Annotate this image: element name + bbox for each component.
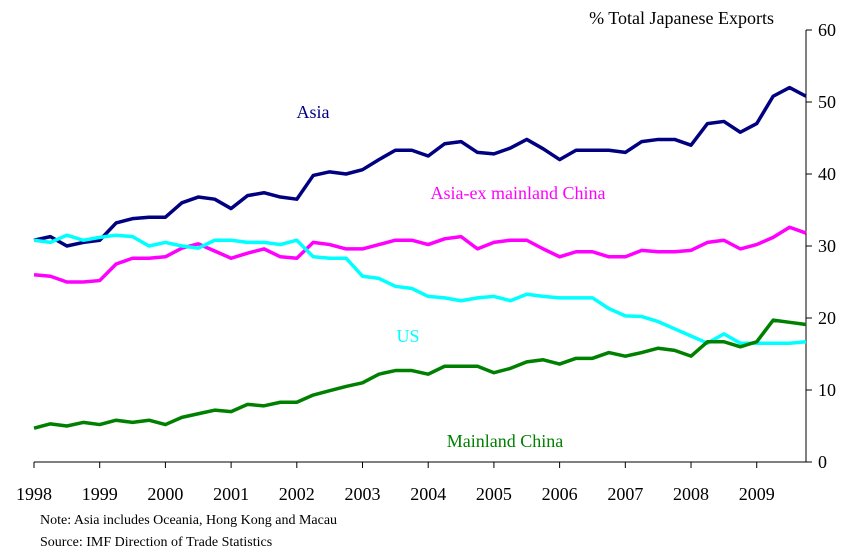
y-tick-label: 30 (818, 236, 836, 256)
x-tick-label: 2003 (345, 484, 381, 504)
y-tick-label: 40 (818, 164, 836, 184)
y-tick-label: 20 (818, 308, 836, 328)
x-tick-label: 2000 (147, 484, 183, 504)
note: Note: Asia includes Oceania, Hong Kong a… (40, 513, 337, 528)
series-line (33, 225, 807, 284)
x-tick-label: 2009 (739, 484, 775, 504)
y-tick-label: 60 (818, 20, 836, 40)
x-tick-label: 1998 (16, 484, 52, 504)
source: Source: IMF Direction of Trade Statistic… (40, 535, 272, 550)
x-tick-label: 2005 (476, 484, 512, 504)
y-tick-label: 50 (818, 92, 836, 112)
series-line (33, 233, 807, 345)
x-tick-label: 2002 (279, 484, 315, 504)
y-tick-label: 10 (818, 380, 836, 400)
x-tick-label: 2001 (213, 484, 249, 504)
series-line (33, 85, 807, 248)
series-label: Asia (297, 102, 330, 122)
series-label: US (396, 326, 419, 346)
y-tick-label: 0 (818, 452, 827, 472)
x-tick-label: 2006 (542, 484, 578, 504)
y-axis-label: % Total Japanese Exports (589, 8, 774, 28)
x-tick-label: 2008 (673, 484, 709, 504)
x-tick-label: 2004 (410, 484, 446, 504)
series-label: Mainland China (447, 431, 563, 451)
series-line (33, 318, 807, 430)
x-tick-label: 1999 (82, 484, 118, 504)
x-tick-label: 2007 (607, 484, 643, 504)
series-label: Asia-ex mainland China (431, 183, 606, 203)
